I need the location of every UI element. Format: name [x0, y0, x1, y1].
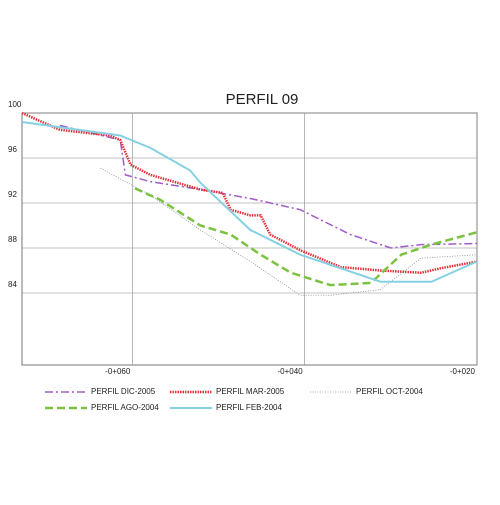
- series-line: [134, 187, 478, 287]
- series-line: [21, 121, 478, 283]
- plot-frame: [21, 112, 478, 366]
- series-line: [100, 167, 478, 296]
- legend-label: PERFIL AGO-2004: [91, 403, 159, 412]
- chart-title: PERFIL 09: [226, 91, 299, 108]
- x-tick-label: -0+020: [450, 367, 476, 376]
- series-line: [21, 111, 478, 275]
- series-line: [59, 124, 478, 249]
- y-tick-label: 100: [8, 100, 22, 109]
- legend-label: PERFIL FEB-2004: [216, 403, 283, 412]
- legend-label: PERFIL MAR-2005: [216, 387, 285, 396]
- y-tick-label: 96: [8, 145, 17, 154]
- legend-label: PERFIL OCT-2004: [356, 387, 423, 396]
- y-tick-label: 92: [8, 190, 17, 199]
- x-tick-label: -0+060: [105, 367, 131, 376]
- x-tick-label: -0+040: [278, 367, 304, 376]
- y-tick-label: 84: [8, 280, 17, 289]
- y-tick-label: 88: [8, 235, 17, 244]
- legend-label: PERFIL DIC-2005: [91, 387, 156, 396]
